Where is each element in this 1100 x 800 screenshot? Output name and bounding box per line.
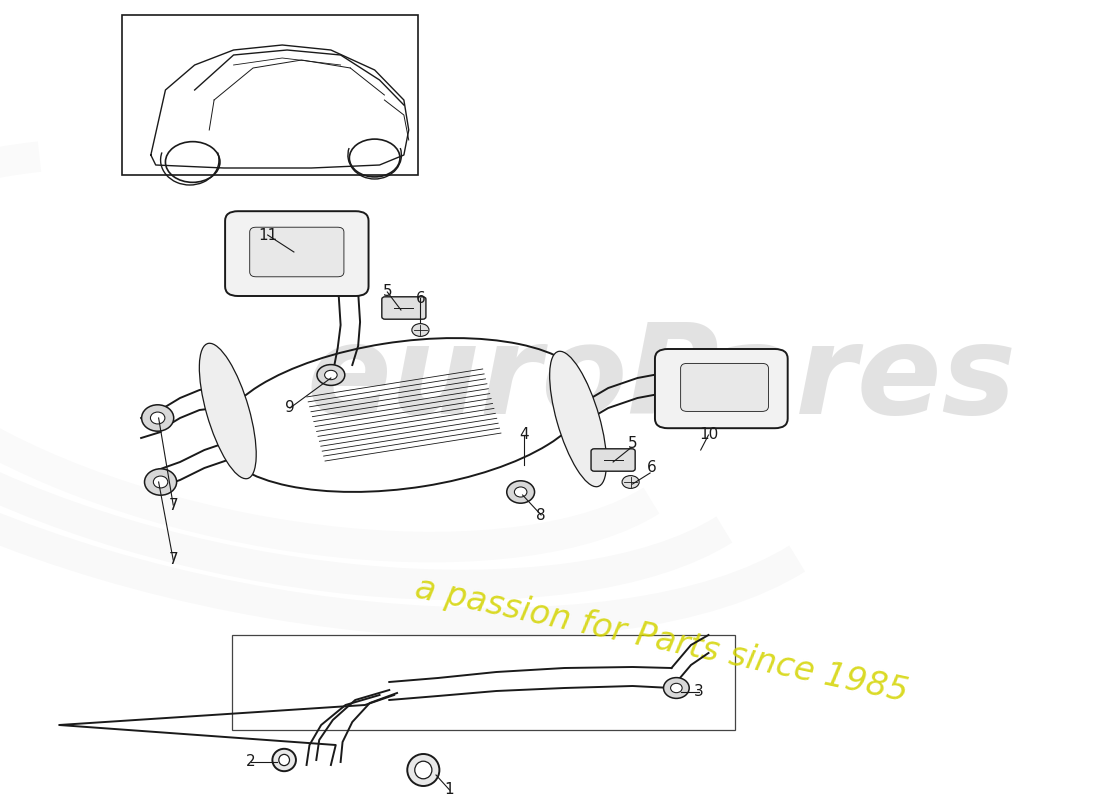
FancyBboxPatch shape xyxy=(382,297,426,319)
FancyBboxPatch shape xyxy=(226,211,368,296)
Text: 7: 7 xyxy=(168,498,178,513)
Text: 1: 1 xyxy=(444,782,454,798)
FancyBboxPatch shape xyxy=(250,227,344,277)
FancyBboxPatch shape xyxy=(654,349,788,428)
Text: 6: 6 xyxy=(647,461,657,475)
Ellipse shape xyxy=(317,365,344,386)
Text: a passion for Parts since 1985: a passion for Parts since 1985 xyxy=(412,571,911,709)
Text: 8: 8 xyxy=(537,507,546,522)
FancyBboxPatch shape xyxy=(591,449,635,471)
Text: 5: 5 xyxy=(628,435,637,450)
Ellipse shape xyxy=(507,481,535,503)
Ellipse shape xyxy=(151,412,165,424)
Text: 7: 7 xyxy=(168,553,178,567)
Text: 11: 11 xyxy=(258,227,277,242)
Ellipse shape xyxy=(407,754,439,786)
Text: 9: 9 xyxy=(285,401,295,415)
Text: 3: 3 xyxy=(694,685,704,699)
Ellipse shape xyxy=(550,351,606,486)
Ellipse shape xyxy=(144,469,177,495)
Circle shape xyxy=(623,475,639,488)
Ellipse shape xyxy=(153,476,168,488)
Text: 6: 6 xyxy=(416,290,426,306)
Ellipse shape xyxy=(663,678,690,698)
Ellipse shape xyxy=(278,754,289,766)
Ellipse shape xyxy=(273,749,296,771)
Text: 10: 10 xyxy=(698,427,718,442)
Ellipse shape xyxy=(515,487,527,497)
Bar xyxy=(232,635,735,730)
Bar xyxy=(122,15,418,175)
Circle shape xyxy=(411,323,429,336)
Text: 2: 2 xyxy=(246,754,256,770)
Text: 4: 4 xyxy=(519,427,528,442)
Ellipse shape xyxy=(324,370,337,380)
Ellipse shape xyxy=(142,405,174,431)
Ellipse shape xyxy=(415,762,432,779)
Text: 5: 5 xyxy=(383,285,392,299)
FancyBboxPatch shape xyxy=(681,363,769,411)
Ellipse shape xyxy=(199,343,256,478)
Text: euroPares: euroPares xyxy=(307,319,1016,441)
Ellipse shape xyxy=(671,683,682,693)
